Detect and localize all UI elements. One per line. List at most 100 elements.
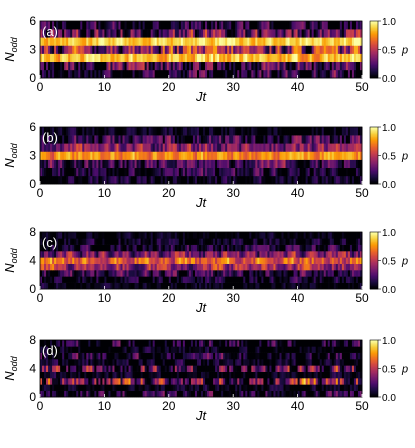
heatmap-cell: [321, 244, 325, 252]
heatmap-cell: [337, 21, 341, 30]
heatmap-cell: [221, 53, 224, 63]
heatmap-cell: [315, 53, 319, 63]
heatmap-cell: [357, 378, 361, 385]
heatmap-cell: [140, 232, 144, 239]
heatmap-cell: [245, 159, 248, 169]
heatmap-cell: [42, 175, 45, 185]
heatmap-cell: [140, 37, 144, 46]
heatmap-cell: [275, 263, 278, 271]
heatmap-cell: [64, 69, 67, 79]
heatmap-cell: [285, 263, 288, 271]
heatmap-cell: [233, 127, 236, 136]
heatmap-cell: [243, 175, 246, 185]
heatmap-cell: [201, 359, 204, 366]
heatmap-cell: [251, 135, 254, 144]
heatmap-cell: [221, 167, 224, 177]
heatmap-cell: [223, 359, 226, 366]
y-tick-label: 3: [29, 149, 36, 163]
heatmap-cell: [227, 135, 230, 144]
heatmap-cell: [211, 251, 214, 258]
heatmap-cell: [58, 232, 61, 239]
heatmap-cell: [120, 378, 123, 385]
heatmap-cell: [134, 69, 137, 79]
heatmap-cell: [339, 359, 343, 366]
heatmap-cell: [287, 175, 290, 185]
heatmap-cell: [217, 378, 220, 385]
heatmap-cell: [44, 359, 47, 366]
heatmap-cell: [80, 53, 83, 63]
heatmap-cell: [102, 378, 105, 385]
heatmap-cell: [42, 53, 45, 63]
heatmap-cell: [309, 384, 313, 391]
heatmap-cell: [90, 29, 93, 38]
heatmap-cell: [247, 378, 250, 385]
heatmap-cell: [140, 175, 144, 185]
heatmap-cell: [305, 390, 309, 398]
heatmap-cell: [211, 37, 214, 46]
colorbar-swatch: [370, 52, 378, 55]
heatmap-cell: [152, 238, 156, 245]
heatmap-cell: [80, 378, 83, 385]
heatmap-cell: [188, 45, 192, 54]
heatmap-cell: [42, 276, 45, 283]
heatmap-cell: [201, 378, 204, 385]
heatmap-cell: [345, 151, 349, 160]
heatmap-cell: [118, 270, 121, 277]
heatmap-cell: [347, 232, 351, 239]
heatmap-cell: [319, 384, 323, 391]
heatmap-cell: [297, 359, 301, 366]
heatmap-cell: [58, 37, 61, 46]
heatmap-cell: [40, 378, 43, 385]
heatmap-cell: [146, 352, 150, 360]
heatmap-cell: [301, 365, 305, 372]
heatmap-cell: [303, 21, 307, 30]
heatmap-cell: [313, 37, 317, 46]
heatmap-cell: [319, 29, 323, 38]
heatmap-cell: [106, 251, 109, 258]
heatmap-cell: [349, 251, 353, 258]
heatmap-cell: [219, 127, 222, 136]
heatmap-cell: [313, 143, 317, 152]
x-tick-label: 50: [355, 186, 369, 200]
heatmap-cell: [329, 127, 333, 136]
heatmap-cell: [347, 263, 351, 271]
heatmap-cell: [245, 232, 248, 239]
heatmap-cell: [122, 37, 125, 46]
heatmap-cell: [231, 359, 234, 366]
heatmap-cell: [301, 371, 305, 379]
heatmap-cell: [178, 244, 182, 252]
heatmap-cell: [98, 282, 101, 290]
heatmap-cell: [76, 263, 79, 271]
heatmap-cell: [170, 167, 174, 177]
heatmap-cell: [182, 352, 186, 360]
heatmap-cell: [72, 384, 75, 391]
heatmap-cell: [60, 232, 63, 239]
heatmap-cell: [134, 45, 137, 54]
heatmap-cell: [321, 238, 325, 245]
heatmap-cell: [86, 167, 89, 177]
heatmap-cell: [291, 390, 294, 398]
heatmap-cell: [134, 175, 137, 185]
heatmap-cell: [349, 151, 353, 160]
heatmap-cell: [122, 53, 125, 63]
heatmap-cell: [184, 276, 188, 283]
heatmap-cell: [108, 352, 111, 360]
heatmap-cell: [104, 21, 107, 30]
heatmap-cell: [295, 263, 298, 271]
plot-frame: [39, 126, 363, 185]
heatmap-cell: [203, 384, 206, 391]
heatmap-cell: [56, 29, 59, 38]
heatmap-cell: [261, 352, 264, 360]
heatmap-cell: [299, 69, 303, 79]
heatmap-cell: [313, 244, 317, 252]
heatmap-cell: [64, 29, 67, 38]
heatmap-cell: [168, 263, 172, 271]
heatmap-cell: [128, 127, 131, 136]
heatmap-cell: [110, 167, 113, 177]
heatmap-cell: [273, 282, 276, 290]
heatmap-cell: [213, 276, 216, 283]
heatmap-cell: [166, 45, 170, 54]
heatmap-cell: [118, 232, 121, 239]
heatmap-cell: [293, 151, 296, 160]
heatmap-cell: [335, 135, 339, 144]
